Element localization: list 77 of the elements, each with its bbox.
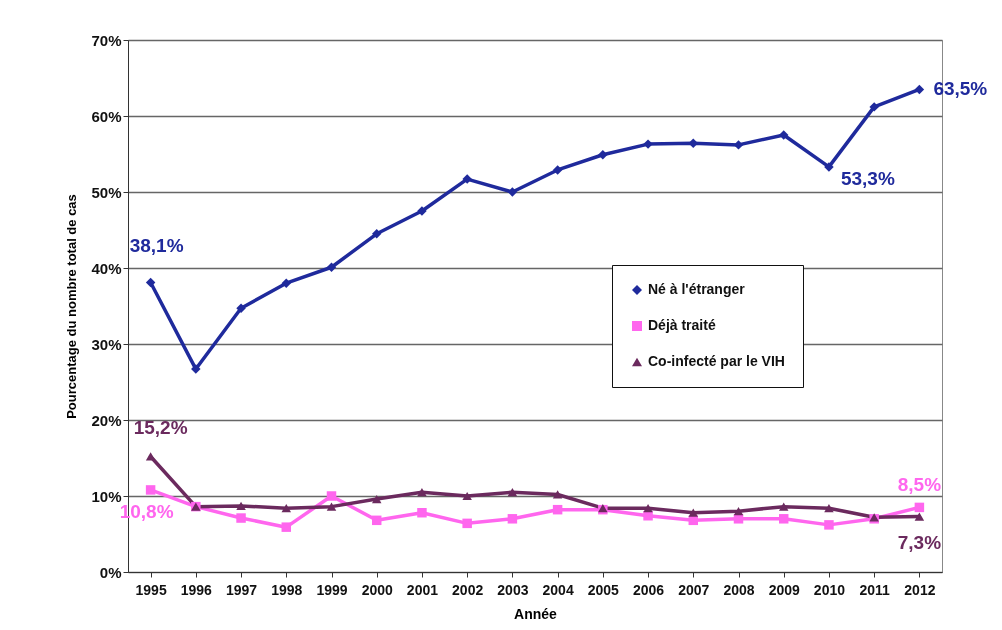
point	[281, 278, 292, 288]
point	[552, 165, 563, 175]
x-tick-label: 2010	[813, 581, 846, 598]
x-tick-label: 2001	[406, 581, 439, 598]
point	[507, 488, 518, 497]
x-tick-label: 1999	[316, 581, 348, 598]
point	[507, 187, 518, 197]
annotation: 7,3%	[897, 531, 942, 553]
point	[824, 504, 834, 513]
point	[552, 504, 563, 515]
point	[733, 507, 744, 516]
x-tick-label: 2004	[542, 581, 574, 598]
point	[281, 522, 292, 532]
point	[869, 102, 879, 112]
point	[281, 504, 292, 513]
point	[824, 520, 834, 530]
point	[145, 277, 156, 288]
point	[145, 452, 156, 461]
annotation: 63,5%	[933, 78, 988, 100]
y-tick-label: 30%	[91, 335, 122, 353]
point	[326, 491, 337, 501]
point	[326, 502, 337, 511]
annotation: 15,2%	[133, 417, 188, 439]
point	[643, 511, 653, 521]
point	[417, 507, 427, 518]
x-tick-label: 1997	[225, 581, 258, 598]
point	[371, 494, 382, 504]
x-tick-label: 2008	[723, 581, 755, 598]
point	[371, 515, 382, 526]
point	[688, 508, 699, 517]
annotation: 53,3%	[840, 167, 895, 189]
y-tick-label: 40%	[91, 259, 122, 277]
x-tick-label: 2003	[497, 581, 529, 598]
point	[552, 490, 563, 499]
y-tick-label: 20%	[91, 411, 122, 429]
y-tick-label: 10%	[91, 487, 122, 505]
legend-label: Né à l'étranger	[648, 281, 746, 297]
point	[778, 130, 789, 140]
y-axis-title: Pourcentage du nombre total de cas	[64, 194, 80, 419]
y-tick-label: 50%	[91, 183, 122, 201]
point	[462, 518, 472, 529]
point	[326, 262, 337, 272]
point	[236, 513, 246, 523]
point	[236, 501, 246, 510]
point	[598, 150, 608, 160]
x-tick-label: 1996	[180, 581, 213, 598]
point	[778, 502, 789, 511]
y-tick-label: 0%	[99, 563, 122, 581]
point	[417, 488, 427, 497]
point	[914, 502, 925, 513]
x-tick-label: 2005	[587, 581, 620, 598]
legend-label: Co-infecté par le VIH	[648, 353, 785, 369]
x-tick-label: 2007	[678, 581, 710, 598]
x-tick-label: 2006	[632, 581, 665, 598]
point	[462, 491, 472, 501]
x-tick-label: 2002	[452, 581, 484, 598]
legend-label: Déjà traité	[648, 317, 716, 333]
point	[733, 514, 744, 524]
annotation: 8,5%	[897, 474, 942, 496]
point	[236, 303, 246, 314]
x-tick-label: 2009	[768, 581, 800, 598]
x-tick-label: 2011	[859, 581, 891, 598]
annotation: 38,1%	[129, 235, 184, 257]
x-tick-label: 2012	[904, 581, 936, 598]
point	[507, 514, 518, 524]
point	[914, 512, 925, 521]
x-axis-title: Année	[514, 605, 558, 622]
y-tick-label: 70%	[91, 31, 122, 49]
point	[371, 229, 382, 239]
x-tick-label: 1995	[135, 581, 167, 598]
point	[643, 504, 653, 513]
x-tick-label: 2000	[361, 581, 393, 598]
point	[145, 485, 156, 495]
x-tick-label: 1998	[271, 581, 303, 598]
point	[914, 84, 925, 95]
point	[778, 514, 789, 524]
y-tick-label: 60%	[91, 107, 122, 125]
